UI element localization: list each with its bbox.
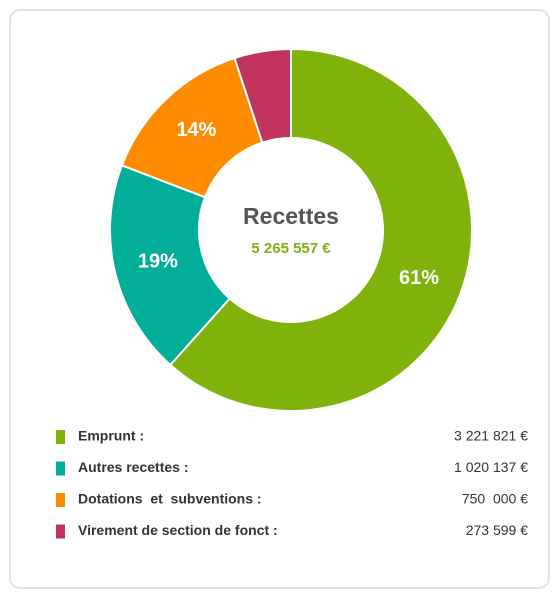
legend-amount: 3 221 821 €: [454, 428, 528, 444]
legend-label: Autres recettes :: [78, 459, 189, 475]
slice-label: 14%: [176, 119, 216, 141]
donut-slice: [109, 164, 232, 367]
legend-label: Dotations et subventions :: [78, 491, 262, 507]
legend-label: Virement de section de fonct :: [78, 522, 278, 538]
legend-amount: 1 020 137 €: [454, 459, 528, 475]
legend-swatch: [56, 461, 65, 476]
slice-label: 61%: [399, 267, 439, 289]
donut-slice: [168, 47, 473, 412]
center-value: 5 265 557 €: [251, 240, 331, 257]
legend-swatch: [56, 524, 65, 539]
slice-label: 19%: [138, 251, 178, 273]
legend-swatch: [56, 430, 65, 444]
donut-slice: [233, 47, 292, 144]
center-title: Recettes: [243, 203, 339, 229]
legend-amount: 273 599 €: [466, 522, 528, 538]
legend-swatch: [56, 493, 65, 507]
legend-amount: 750 000 €: [462, 491, 528, 507]
legend-label: Emprunt :: [78, 428, 144, 444]
